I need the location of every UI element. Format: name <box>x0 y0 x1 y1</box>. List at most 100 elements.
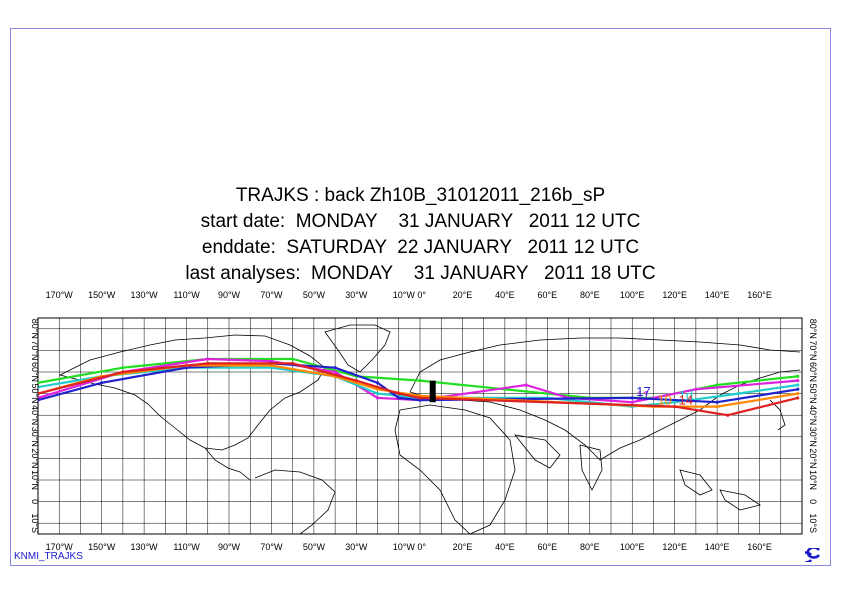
trajectory-marker <box>100 381 104 385</box>
lat-tick-label: 60°N <box>808 362 818 382</box>
map-graticule <box>37 317 803 535</box>
lon-tick-label: 90°W <box>218 542 241 552</box>
lon-tick-label: 170°W <box>46 542 74 552</box>
trajectory-marker <box>418 396 422 400</box>
trajectory-marker <box>397 392 401 396</box>
lon-tick-label: 150°W <box>88 542 116 552</box>
trajectory-marker <box>796 383 800 387</box>
lat-tick-label: 20°N <box>808 448 818 468</box>
trajectory-marker <box>796 379 800 383</box>
ecmwf-logo-icon <box>805 548 821 562</box>
lat-tick-label: 20°N <box>30 448 40 468</box>
lon-tick-label: 80°E <box>580 542 600 552</box>
start-point-marker <box>429 380 436 403</box>
trajectory-marker <box>524 383 528 387</box>
lat-tick-label: 10°S <box>808 513 818 533</box>
trajectory-marker <box>375 392 380 396</box>
trajectory-marker <box>630 400 634 404</box>
title-line-last-analyses: last analyses: MONDAY 31 JANUARY 2011 18… <box>185 263 656 284</box>
lon-tick-label: 130°W <box>131 290 159 300</box>
lat-tick-label: 10°S <box>30 513 40 533</box>
lon-tick-label: 10°W 0° <box>393 542 427 552</box>
lon-tick-label: 30°W <box>345 542 368 552</box>
lon-tick-label: 60°E <box>538 542 558 552</box>
trajectory-label: 14 <box>679 393 693 408</box>
trajectory-marker <box>269 363 274 368</box>
trajectory-marker <box>796 396 800 400</box>
trajectory-marker <box>418 379 422 383</box>
lat-tick-label: 30°N <box>808 427 818 447</box>
lon-tick-label: 70°W <box>260 290 283 300</box>
trajectory-marker <box>715 400 719 404</box>
lon-tick-label: 110°W <box>173 290 200 300</box>
lon-tick-label: 120°E <box>662 290 687 300</box>
lat-tick-label: 50°N <box>808 384 818 404</box>
lon-tick-label: 80°E <box>580 290 600 300</box>
trajectory-marker <box>630 396 634 400</box>
trajectory-marker <box>673 400 677 404</box>
axis-tick-labels: 170°W 170°W 150°W 150°W 130°W 130°W 110°W 110°W… <box>30 290 818 552</box>
lon-tick-label: 120°E <box>662 542 687 552</box>
trajectory-marker <box>736 392 740 396</box>
lon-tick-label: 70°W <box>260 542 283 552</box>
trajectory-marker <box>375 396 380 400</box>
lat-tick-label: 70°N <box>808 340 818 360</box>
lon-tick-label: 40°E <box>495 290 515 300</box>
trajectory-marker <box>121 370 125 374</box>
title-line-trajks: TRAJKS : back Zh10B_31012011_216b_sP <box>235 185 606 206</box>
lon-tick-label: 10°W 0° <box>393 290 427 300</box>
lon-tick-label: 20°E <box>453 542 473 552</box>
trajectory-marker <box>715 404 719 409</box>
trajectory-marker <box>291 357 295 361</box>
lat-tick-label: 30°N <box>30 427 40 447</box>
trajectory-t-red <box>38 362 799 417</box>
lat-tick-label: 40°N <box>808 405 818 425</box>
trajectory-marker <box>796 374 800 378</box>
plot-frame <box>10 28 831 566</box>
lon-tick-label: 50°W <box>303 542 326 552</box>
lon-tick-label: 150°W <box>88 290 116 300</box>
lat-tick-label: 0 <box>30 499 40 504</box>
lon-tick-label: 50°W <box>303 290 326 300</box>
trajectory-marker <box>38 398 40 402</box>
lat-tick-label: 50°N <box>30 384 40 404</box>
trajectory-marker <box>333 366 337 370</box>
title-line-end-date: enddate: SATURDAY 22 JANUARY 2011 12 UTC <box>201 237 640 258</box>
title-line-start-date: start date: MONDAY 31 JANUARY 2011 12 UT… <box>200 211 641 232</box>
lon-tick-label: 110°W <box>173 542 200 552</box>
lon-tick-label: 20°E <box>453 290 473 300</box>
lon-tick-label: 30°W <box>345 290 368 300</box>
trajectory-marker <box>354 379 358 383</box>
trajectory-marker <box>796 387 800 391</box>
lon-tick-label: 140°E <box>705 290 730 300</box>
trajectory-marker <box>38 392 40 396</box>
trajectory-marker <box>38 385 40 389</box>
program-label: KNMI_TRAJKS <box>14 551 83 562</box>
lat-tick-label: 80°N <box>808 319 818 339</box>
trajectory-marker <box>694 387 698 391</box>
trajectory-marker <box>38 381 40 385</box>
trajectory-marker <box>121 366 125 370</box>
lon-tick-label: 130°W <box>131 542 159 552</box>
trajectory-marker <box>726 413 730 417</box>
lat-tick-label: 70°N <box>30 340 40 360</box>
lat-tick-label: 10°N <box>808 470 818 490</box>
lat-tick-label: 0 <box>808 499 818 504</box>
lat-tick-label: 10°N <box>30 470 40 490</box>
lon-tick-label: 170°W <box>46 290 74 300</box>
trajectory-marker <box>796 392 800 396</box>
lon-tick-label: 90°W <box>218 290 241 300</box>
trajectory-marker <box>291 361 295 365</box>
title-block: TRAJKS : back Zh10B_31012011_216b_sP sta… <box>0 183 841 287</box>
lon-tick-label: 160°E <box>747 542 772 552</box>
trajectory-marker <box>206 361 210 365</box>
trajectory-marker <box>715 383 719 387</box>
trajectory-label: 10 <box>657 393 671 408</box>
coastlines <box>58 324 801 534</box>
lon-tick-label: 60°E <box>538 290 558 300</box>
trajectory-marker <box>673 404 677 409</box>
lon-tick-label: 140°E <box>705 542 730 552</box>
trajectory-label: 17 <box>636 384 650 399</box>
